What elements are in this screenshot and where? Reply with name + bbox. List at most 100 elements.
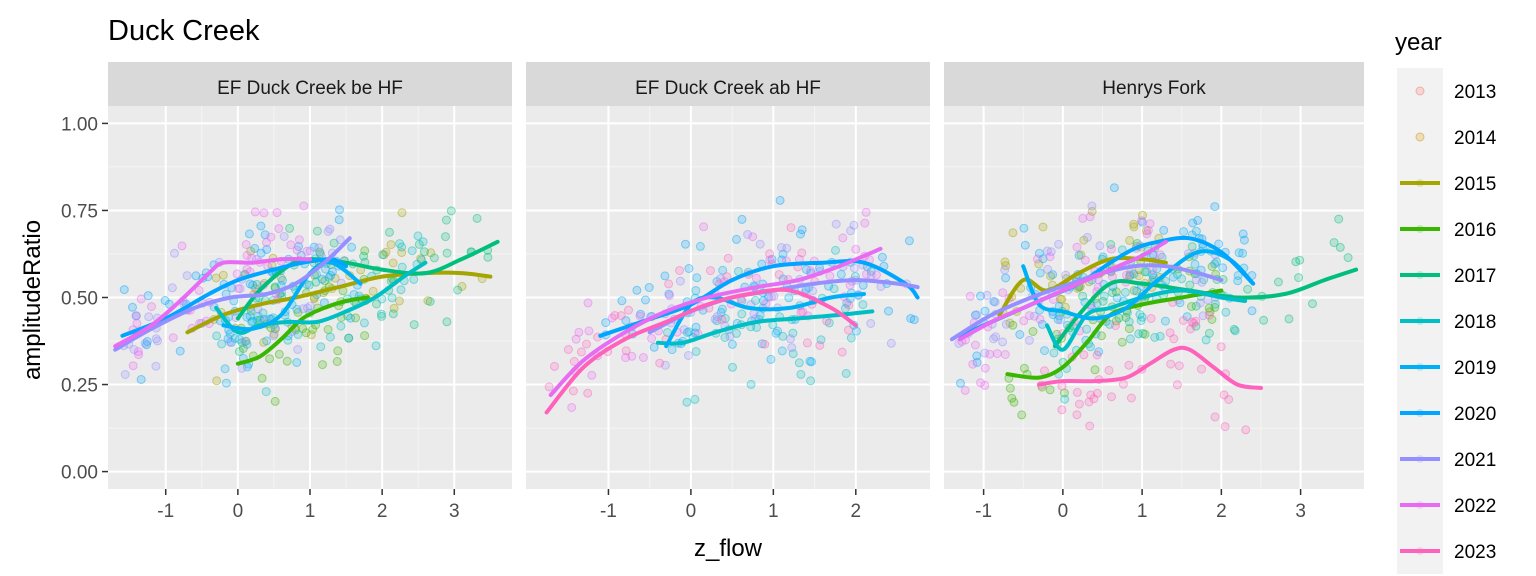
data-point-2019 <box>1038 254 1048 264</box>
data-point-2018 <box>293 330 303 339</box>
data-point-2017 <box>1229 324 1239 334</box>
data-point-2018 <box>690 328 700 338</box>
data-point-2022 <box>272 208 282 218</box>
data-point-2018 <box>1049 348 1059 358</box>
data-point-2020 <box>160 296 170 305</box>
data-point-2021 <box>991 332 1001 342</box>
data-point-2022 <box>1155 250 1165 260</box>
data-point-2017 <box>1343 253 1353 263</box>
data-point-2018 <box>737 309 747 319</box>
data-point-2021 <box>335 235 345 245</box>
data-point-2023 <box>1092 388 1102 398</box>
data-point-2023 <box>1219 390 1229 400</box>
data-point-2016 <box>1140 329 1150 339</box>
data-point-2015 <box>423 296 433 306</box>
data-point-2022 <box>1145 219 1155 229</box>
legend-item-2021: 2021 <box>1397 436 1496 482</box>
data-point-2022 <box>294 235 304 245</box>
data-point-2019 <box>805 356 815 366</box>
data-point-2019 <box>278 275 287 285</box>
data-point-2019 <box>1160 316 1170 326</box>
data-point-2021 <box>235 284 245 294</box>
data-point-2015 <box>211 273 221 283</box>
data-point-2019 <box>684 327 694 337</box>
data-point-2023 <box>1172 380 1182 390</box>
data-point-2022 <box>302 246 312 256</box>
data-point-2020 <box>1159 225 1169 235</box>
legend-label: 2019 <box>1454 358 1496 379</box>
smooth-line-2016 <box>235 295 370 366</box>
data-point-2016 <box>293 307 303 317</box>
legend-item-2017: 2017 <box>1397 252 1496 298</box>
data-point-2022 <box>194 285 204 295</box>
data-point-2015 <box>1138 210 1147 220</box>
data-point-2022 <box>1019 316 1029 326</box>
data-point-2022 <box>980 363 990 373</box>
data-point-2018 <box>1125 334 1135 344</box>
data-point-2022 <box>998 288 1008 298</box>
data-point-2019 <box>807 357 816 367</box>
data-point-2015 <box>426 248 436 258</box>
data-point-2021 <box>1056 315 1065 325</box>
data-point-2015 <box>1125 235 1135 245</box>
data-point-2019 <box>1191 226 1201 236</box>
data-point-2018 <box>732 328 741 338</box>
legend-point-key <box>1416 271 1424 279</box>
data-point-2021 <box>1095 241 1105 251</box>
smooth-line-2023 <box>544 287 858 415</box>
data-point-2021 <box>303 303 312 313</box>
data-point-2023 <box>1197 364 1206 374</box>
smooth-line-2021 <box>113 236 352 352</box>
data-point-2016 <box>315 247 325 257</box>
data-point-2017 <box>1140 267 1150 277</box>
facet-strip <box>108 62 512 106</box>
data-point-2020 <box>142 337 152 346</box>
x-tick-label: 3 <box>449 501 460 522</box>
data-point-2021 <box>831 219 841 229</box>
data-point-2020 <box>334 215 344 225</box>
data-point-2023 <box>1079 350 1089 360</box>
data-point-2019 <box>223 334 233 344</box>
data-point-2016 <box>1210 302 1220 312</box>
data-point-2023 <box>723 253 733 263</box>
data-point-2017 <box>311 277 321 287</box>
data-point-2023 <box>1187 317 1197 327</box>
legend-item-2019: 2019 <box>1397 344 1496 390</box>
facet-strip <box>526 62 930 106</box>
data-point-2015 <box>388 258 398 268</box>
data-point-2022 <box>266 232 276 242</box>
data-point-2020 <box>601 318 611 328</box>
data-point-2016 <box>301 328 311 338</box>
data-point-2016 <box>265 354 275 364</box>
data-point-2018 <box>712 316 722 326</box>
data-point-2020 <box>142 340 152 350</box>
data-point-2016 <box>1129 286 1139 295</box>
data-point-2022 <box>699 222 709 232</box>
data-point-2018 <box>720 314 730 323</box>
data-point-2017 <box>1187 242 1197 252</box>
data-point-2021 <box>1195 298 1205 308</box>
data-point-2019 <box>346 313 356 323</box>
data-point-2021 <box>314 243 324 253</box>
data-point-2021 <box>1054 239 1064 249</box>
x-tick-label: -1 <box>600 501 617 522</box>
data-point-2019 <box>1182 312 1192 322</box>
data-point-2018 <box>1150 332 1160 342</box>
data-point-2022 <box>274 224 284 234</box>
data-point-2020 <box>877 252 887 262</box>
data-point-2015 <box>397 248 407 257</box>
data-point-2020 <box>989 296 999 306</box>
data-point-2018 <box>806 376 816 386</box>
data-point-2020 <box>759 296 768 306</box>
smooth-line-2018 <box>1045 288 1248 352</box>
data-point-2020 <box>248 280 258 290</box>
data-point-2022 <box>872 270 881 280</box>
data-point-2019 <box>247 317 257 327</box>
data-point-2021 <box>683 351 693 360</box>
data-point-2023 <box>822 316 832 326</box>
data-point-2020 <box>976 291 985 301</box>
data-point-2020 <box>621 316 631 326</box>
data-point-2019 <box>309 242 319 252</box>
smooth-line-2018 <box>214 260 428 335</box>
data-point-2019 <box>784 293 794 303</box>
